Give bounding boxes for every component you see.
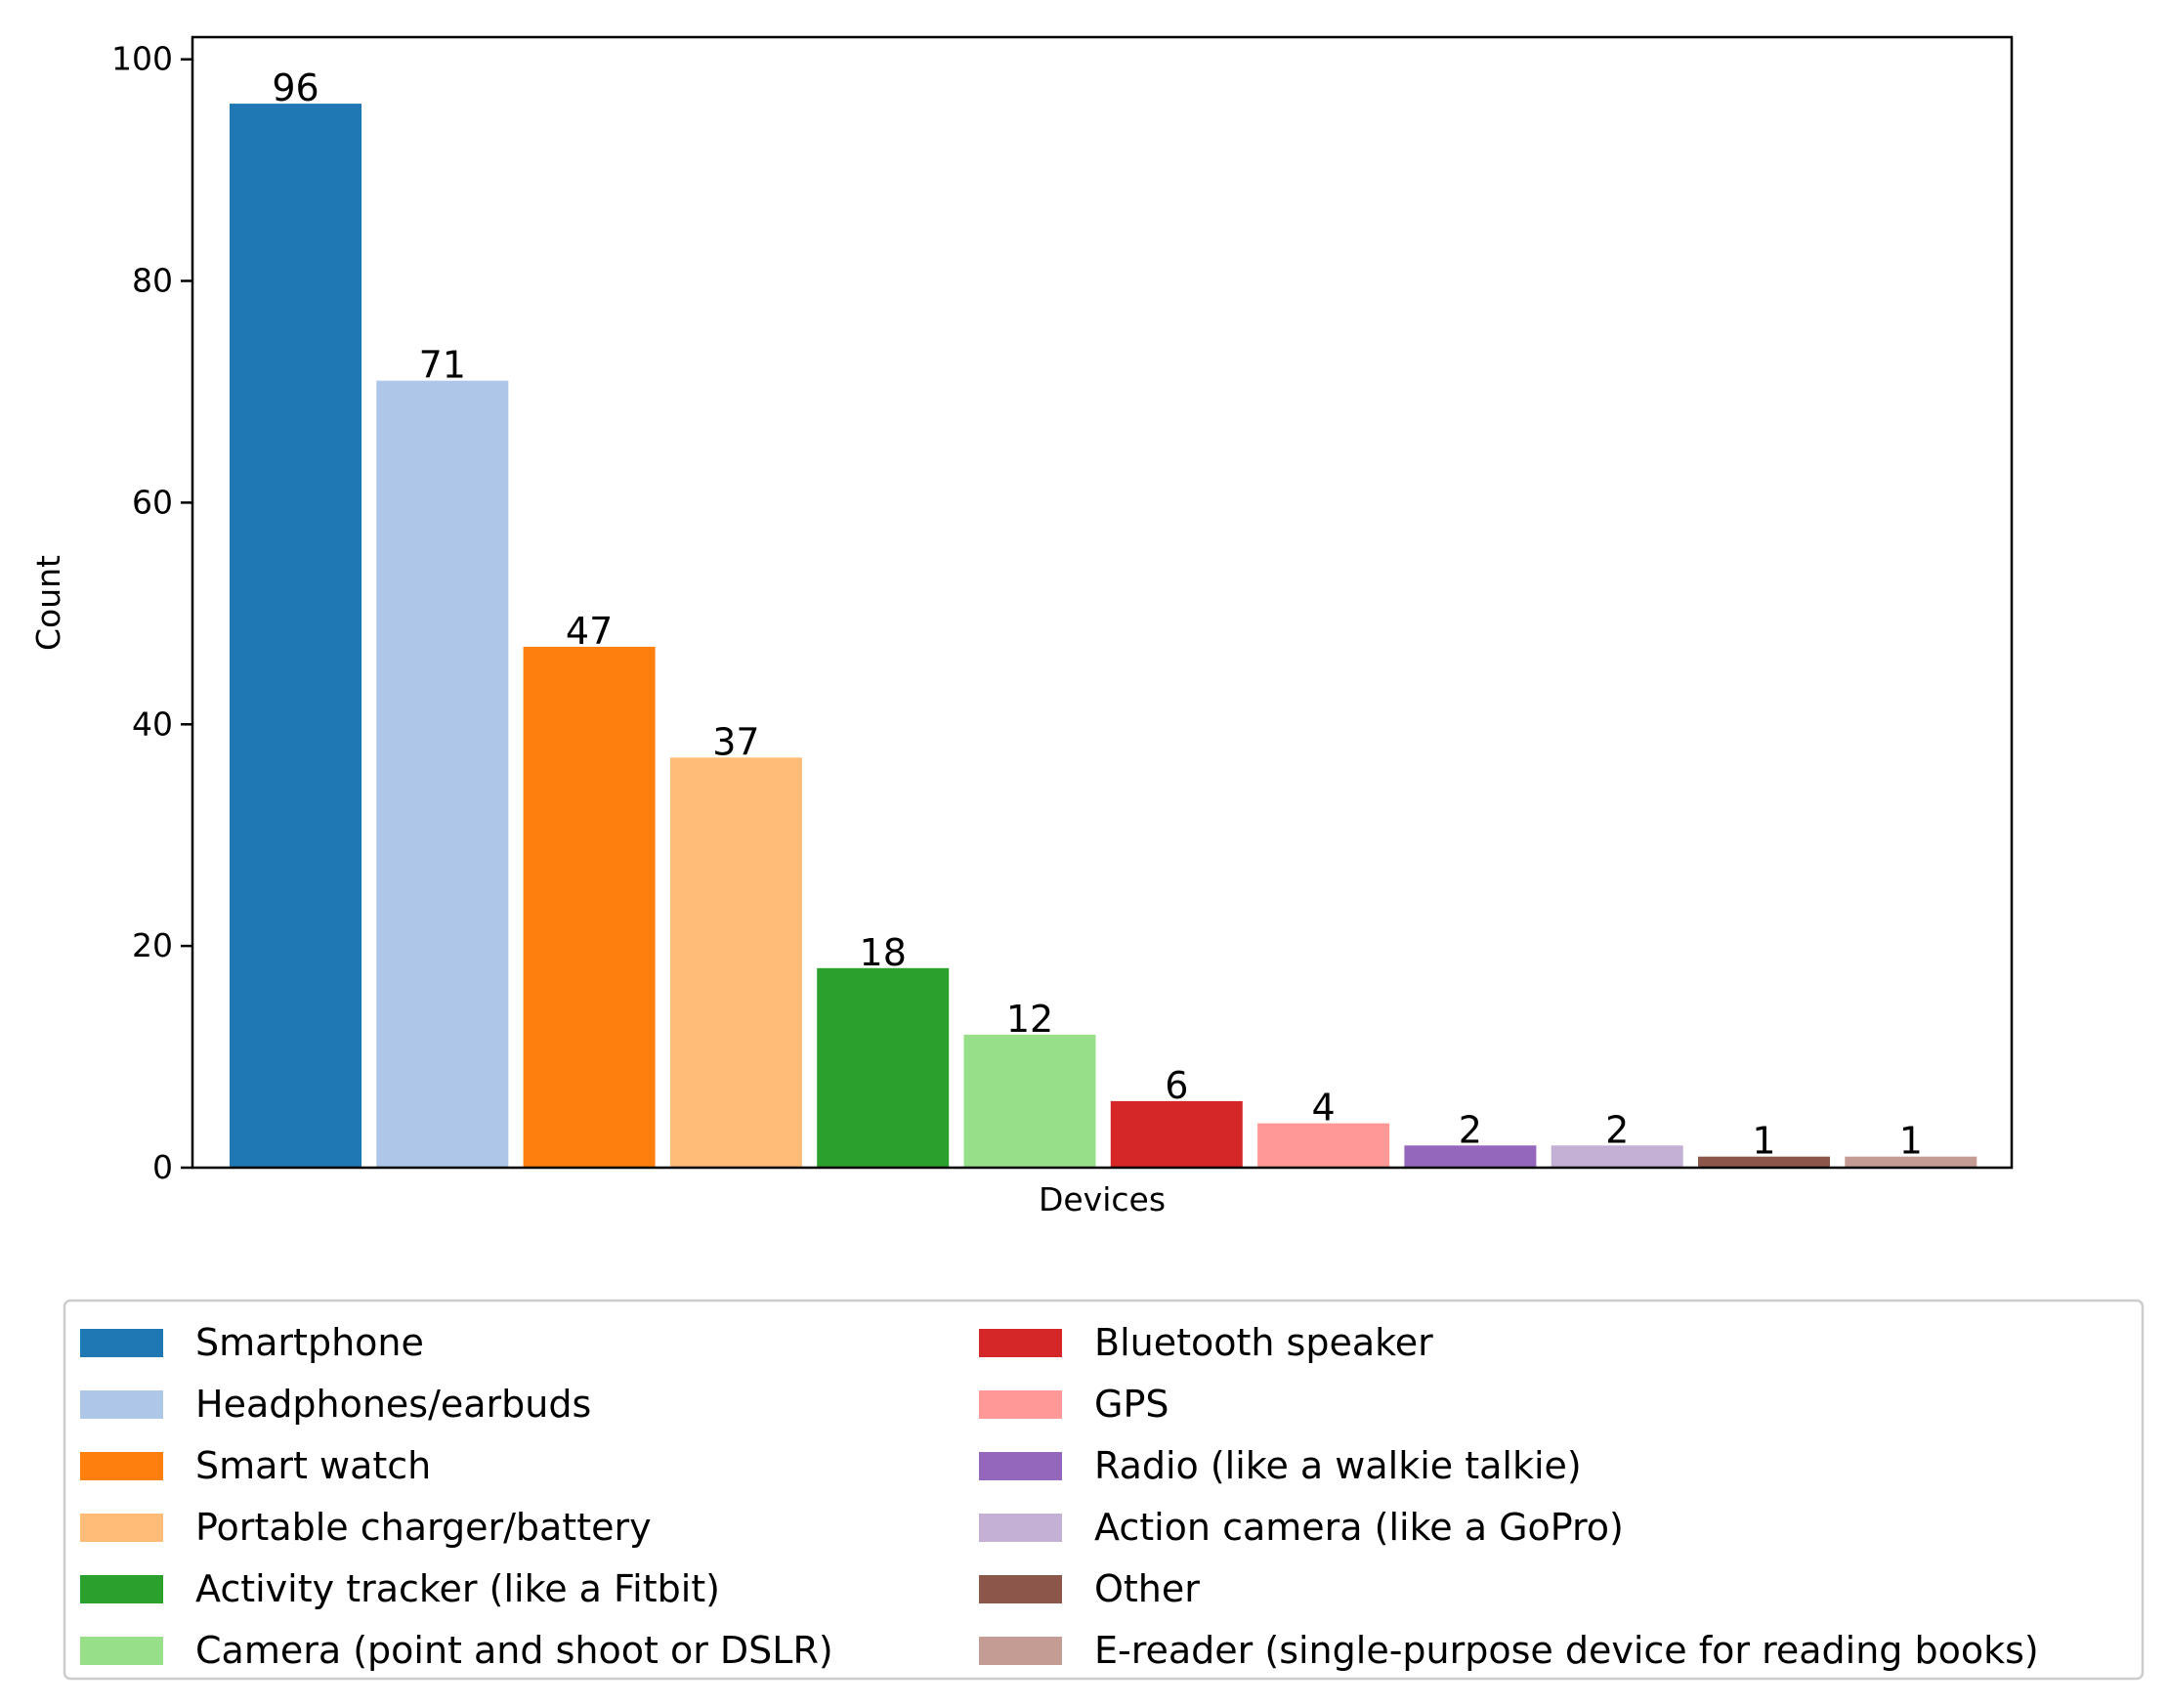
bar-value-label-12: 1 bbox=[1899, 1120, 1923, 1163]
y-tick-label-3: 40 bbox=[132, 705, 173, 743]
bar-5 bbox=[817, 967, 950, 1168]
bar-4 bbox=[669, 757, 802, 1168]
bar-value-label-8: 4 bbox=[1312, 1087, 1336, 1130]
legend-swatch-3 bbox=[80, 1452, 163, 1480]
bar-6 bbox=[963, 1034, 1096, 1168]
legend-swatch-1 bbox=[80, 1329, 163, 1357]
legend-label-4: Portable charger/battery bbox=[195, 1506, 652, 1549]
bar-9 bbox=[1404, 1145, 1537, 1168]
bar-value-label-2: 71 bbox=[419, 344, 466, 387]
y-tick-label-1: 0 bbox=[152, 1148, 173, 1186]
legend-label-9: Radio (like a walkie talkie) bbox=[1094, 1444, 1582, 1487]
legend-swatch-4 bbox=[80, 1514, 163, 1542]
bar-1 bbox=[230, 104, 361, 1169]
legend-label-1: Smartphone bbox=[195, 1321, 424, 1364]
bar-7 bbox=[1110, 1100, 1243, 1168]
bar-value-label-3: 47 bbox=[566, 610, 613, 653]
legend-swatch-5 bbox=[80, 1575, 163, 1603]
bar-11 bbox=[1698, 1156, 1830, 1168]
data-labels-layer: 96 71 47 37 18 12 6 4 2 2 1 1 bbox=[272, 66, 1923, 1163]
bar-value-label-1: 96 bbox=[272, 66, 319, 109]
bar-value-label-6: 12 bbox=[1006, 998, 1053, 1041]
bars-layer bbox=[230, 104, 1977, 1169]
legend-swatch-6 bbox=[80, 1637, 163, 1665]
legend-swatch-10 bbox=[979, 1514, 1062, 1542]
y-tick-label-5: 80 bbox=[132, 262, 173, 300]
legend-label-8: GPS bbox=[1094, 1383, 1169, 1426]
bar-8 bbox=[1257, 1123, 1390, 1168]
legend-swatch-11 bbox=[979, 1575, 1062, 1603]
legend-label-3: Smart watch bbox=[195, 1444, 431, 1487]
legend-label-11: Other bbox=[1094, 1567, 1200, 1610]
legend-swatch-12 bbox=[979, 1637, 1062, 1665]
legend-swatch-9 bbox=[979, 1452, 1062, 1480]
x-axis-label: Devices bbox=[1039, 1180, 1166, 1218]
y-axis: 0 20 40 60 80 100 bbox=[111, 40, 192, 1186]
bar-12 bbox=[1845, 1156, 1977, 1168]
bar-value-label-7: 6 bbox=[1165, 1064, 1188, 1107]
legend-label-7: Bluetooth speaker bbox=[1094, 1321, 1433, 1364]
bar-value-label-11: 1 bbox=[1752, 1120, 1775, 1163]
legend-label-6: Camera (point and shoot or DSLR) bbox=[195, 1629, 833, 1672]
y-tick-label-4: 60 bbox=[132, 483, 173, 521]
y-tick-label-2: 20 bbox=[132, 926, 173, 964]
bar-10 bbox=[1551, 1145, 1683, 1168]
legend-label-2: Headphones/earbuds bbox=[195, 1383, 591, 1426]
bar-value-label-10: 2 bbox=[1605, 1108, 1629, 1151]
legend-swatch-8 bbox=[979, 1390, 1062, 1419]
legend-swatch-7 bbox=[979, 1329, 1062, 1357]
bar-3 bbox=[523, 646, 656, 1168]
legend-label-5: Activity tracker (like a Fitbit) bbox=[195, 1567, 720, 1610]
legend-frame bbox=[63, 1299, 2145, 1681]
legend-items: Smartphone Headphones/earbuds Smart watch P… bbox=[80, 1321, 2039, 1672]
legend-label-10: Action camera (like a GoPro) bbox=[1094, 1506, 1624, 1549]
bar-value-label-5: 18 bbox=[860, 931, 907, 974]
plot-frame bbox=[191, 35, 2014, 1170]
bar-value-label-9: 2 bbox=[1459, 1108, 1482, 1151]
legend-swatch-2 bbox=[80, 1390, 163, 1419]
y-tick-label-6: 100 bbox=[111, 40, 173, 78]
bar-value-label-4: 37 bbox=[712, 720, 759, 763]
legend-label-12: E-reader (single-purpose device for read… bbox=[1094, 1629, 2039, 1672]
bar-2 bbox=[376, 380, 509, 1169]
legend: Smartphone Headphones/earbuds Smart watch P… bbox=[63, 1299, 2145, 1681]
y-axis-label: Count bbox=[29, 555, 67, 651]
